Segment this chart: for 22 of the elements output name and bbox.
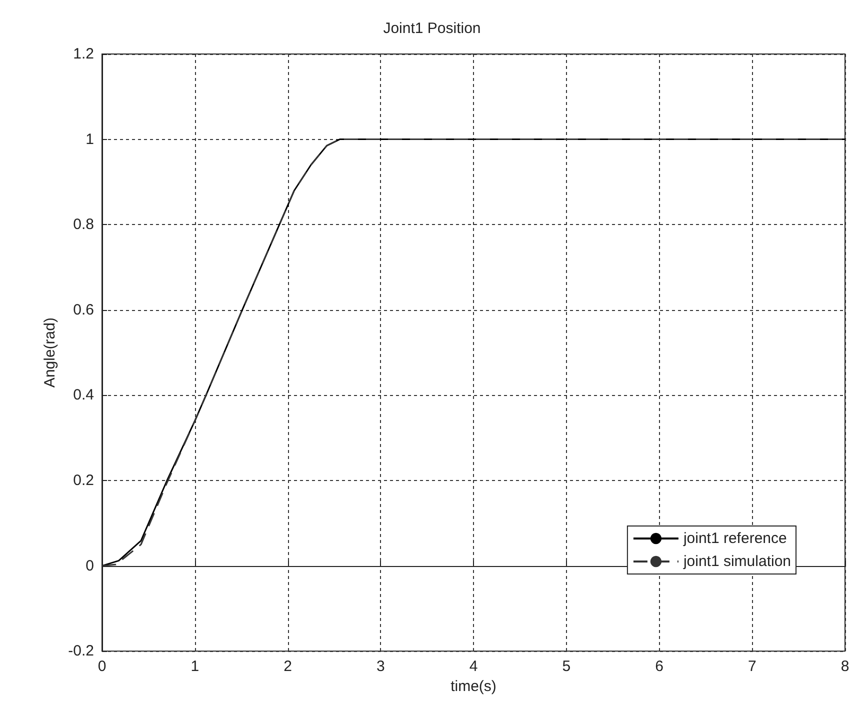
y-tick-label: 1 — [86, 130, 94, 148]
x-tick-label: 5 — [562, 658, 571, 676]
y-tick-label: 0.2 — [73, 472, 94, 489]
chart-title: Joint1 Position — [383, 20, 481, 37]
x-axis-title: time(s) — [450, 678, 496, 695]
x-tick-label: 7 — [748, 658, 756, 676]
legend-label: joint1 reference — [682, 530, 787, 547]
legend-label: joint1 simulation — [682, 553, 792, 570]
x-tick-label: 1 — [190, 658, 200, 676]
x-tick-label: 8 — [840, 658, 850, 676]
y-tick-label: 1.2 — [73, 46, 94, 62]
x-tick-label: 6 — [655, 658, 664, 676]
y-axis-title: Angle(rad) — [41, 318, 58, 388]
y-tick-label: 0 — [86, 557, 94, 574]
y-tick-label: 0.6 — [73, 301, 94, 318]
x-tick-label: 4 — [469, 658, 478, 676]
y-tick-label: 0.4 — [73, 386, 94, 404]
x-tick-label: 2 — [284, 658, 292, 676]
y-tick-label: 0.8 — [73, 216, 94, 234]
y-tick-label: -0.2 — [68, 642, 94, 660]
x-tick-label: 3 — [376, 658, 385, 676]
x-tick-label: 0 — [98, 658, 106, 676]
